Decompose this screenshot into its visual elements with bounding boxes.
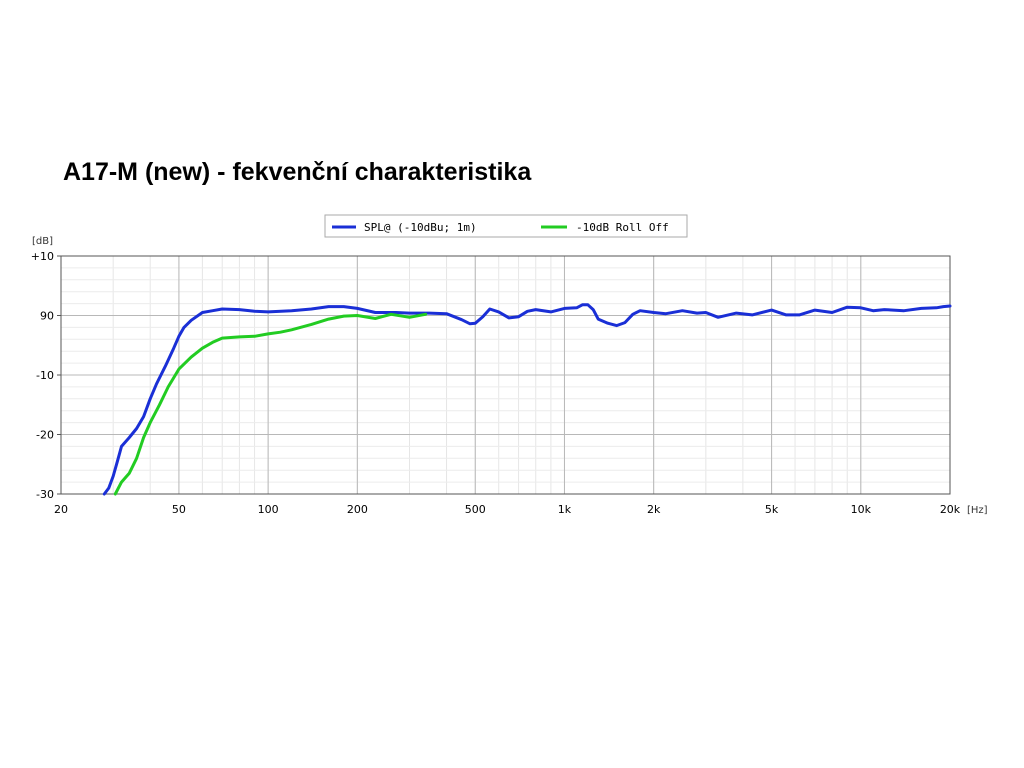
series-layer [102,303,952,496]
y-tick-label: -10 [36,369,54,382]
page-title: A17-M (new) - fekvenční charakteristika [63,158,532,186]
x-tick-label: 500 [465,503,486,516]
series-line-spl [102,303,952,496]
y-axis-unit: [dB] [32,236,53,247]
y-tick-label: +10 [31,250,54,263]
y-axis-tick-labels: +10 90 -10 -20 -30 [31,250,61,501]
x-tick-label: 20 [54,503,68,516]
x-tick-label: 200 [347,503,368,516]
x-tick-label: 10k [851,503,872,516]
legend-label-rolloff: -10dB Roll Off [576,221,669,234]
x-axis-tick-labels: 20 50 100 200 500 1k 2k 5k 10k 20k [54,503,961,516]
x-tick-label: 50 [172,503,186,516]
x-tick-label: 2k [647,503,661,516]
series-line-rolloff [113,312,428,496]
y-tick-label: -30 [36,488,54,501]
y-tick-label: -20 [36,429,54,442]
legend-label-spl: SPL@ (-10dBu; 1m) [364,221,477,234]
legend-box [324,214,688,238]
x-tick-label: 100 [258,503,279,516]
x-tick-label: 5k [765,503,779,516]
x-tick-label: 20k [940,503,961,516]
y-tick-label: 90 [40,310,54,323]
x-tick-label: 1k [558,503,572,516]
x-axis-unit: [Hz] [967,505,988,516]
legend: SPL@ (-10dBu; 1m) -10dB Roll Off [324,214,688,238]
